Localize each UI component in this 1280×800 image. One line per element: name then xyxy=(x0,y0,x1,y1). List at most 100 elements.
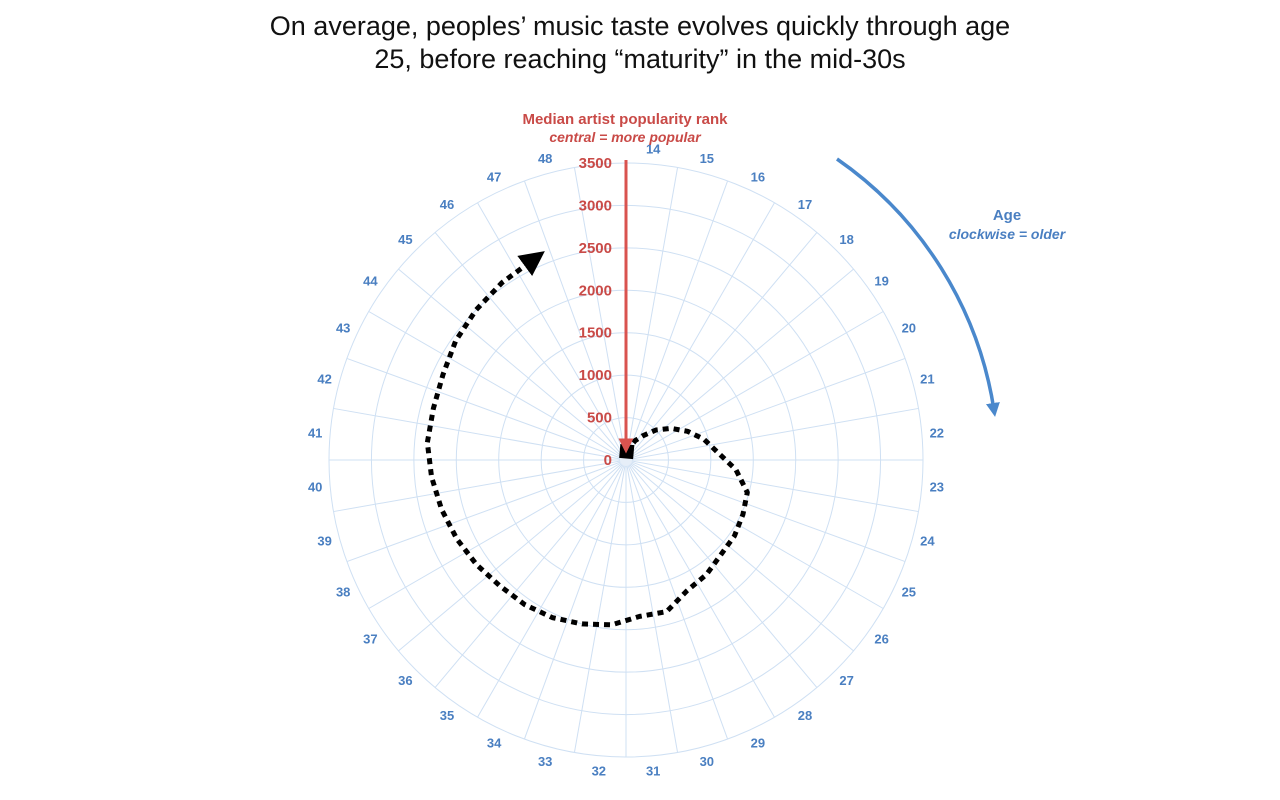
age-tick-label: 34 xyxy=(487,735,502,750)
grid-spoke xyxy=(625,459,679,753)
data-point xyxy=(426,441,428,443)
chart-title: On average, peoples’ music taste evolves… xyxy=(0,10,1280,76)
data-point xyxy=(432,407,434,409)
data-point xyxy=(716,451,718,453)
grid-spoke xyxy=(434,232,627,461)
grid-spoke xyxy=(625,180,729,461)
grid-spoke xyxy=(625,311,884,461)
data-point xyxy=(475,563,477,565)
data-point xyxy=(501,282,503,284)
age-tick-label: 20 xyxy=(902,321,916,336)
radial-tick-label: 500 xyxy=(587,410,612,427)
age-tick-label: 42 xyxy=(317,372,331,387)
age-tick-label: 14 xyxy=(646,142,661,157)
grid-spoke xyxy=(625,202,775,461)
data-point xyxy=(581,623,583,625)
age-tick-label: 19 xyxy=(874,274,888,289)
grid-spoke xyxy=(368,459,627,609)
age-tick-label: 23 xyxy=(930,480,944,495)
grid-spoke xyxy=(625,167,679,461)
axis-labels: Median artist popularity rank central = … xyxy=(522,111,1067,417)
grid-spoke xyxy=(573,459,627,753)
age-tick-label: 17 xyxy=(798,197,812,212)
angular-axis-title: Age xyxy=(993,207,1021,224)
age-tick-label: 45 xyxy=(398,232,412,247)
age-tick-label: 27 xyxy=(839,673,853,688)
data-point xyxy=(655,429,657,431)
age-tick-label: 43 xyxy=(336,321,350,336)
age-tick-label: 41 xyxy=(308,425,322,440)
grid-spoke xyxy=(625,459,818,688)
grid-spoke xyxy=(333,459,627,513)
radial-axis-subtitle: central = more popular xyxy=(549,129,702,145)
grid-spoke xyxy=(477,202,627,461)
radial-tick-label: 3000 xyxy=(579,197,612,214)
grid-spoke xyxy=(346,357,627,461)
radial-tick-label: 2500 xyxy=(579,240,612,257)
data-point xyxy=(703,438,705,440)
data-point xyxy=(686,590,688,592)
age-tick-label: 33 xyxy=(538,754,552,769)
age-tick-label: 22 xyxy=(930,425,944,440)
title-line-1: On average, peoples’ music taste evolves… xyxy=(269,11,1011,41)
age-tick-label: 29 xyxy=(751,735,765,750)
data-point xyxy=(735,468,737,470)
title-line-2: 25, before reaching “maturity” in the mi… xyxy=(374,44,906,74)
clockwise-arrow-icon xyxy=(836,157,1000,417)
radial-axis: 0 500 1000 1500 2000 2500 3000 3500 xyxy=(579,155,634,469)
data-point xyxy=(670,427,672,429)
grid-spoke xyxy=(523,180,627,461)
data-point xyxy=(456,538,458,540)
age-tick-label: 37 xyxy=(363,632,377,647)
age-tick-label: 18 xyxy=(839,232,853,247)
data-point xyxy=(442,373,444,375)
radial-tick-label: 3500 xyxy=(579,155,612,172)
grid-spoke xyxy=(625,459,854,652)
data-point xyxy=(475,309,477,311)
data-point xyxy=(440,508,442,510)
age-tick-label: 32 xyxy=(592,763,606,778)
data-point xyxy=(665,610,667,612)
grid-spoke xyxy=(625,459,884,609)
radial-tick-label: 1500 xyxy=(579,325,612,342)
angular-axis-subtitle: clockwise = older xyxy=(949,226,1067,242)
grid-spoke xyxy=(477,459,627,718)
data-point xyxy=(746,491,748,493)
data-point xyxy=(551,616,553,618)
age-tick-label: 39 xyxy=(317,533,331,548)
radial-axis-title: Median artist popularity rank xyxy=(522,111,728,128)
data-point xyxy=(499,585,501,587)
age-tick-label: 25 xyxy=(902,584,916,599)
radial-tick-label: 2000 xyxy=(579,282,612,299)
grid-spoke xyxy=(625,232,818,461)
age-tick-label: 36 xyxy=(398,673,412,688)
data-point xyxy=(524,603,526,605)
series-start-marker xyxy=(619,443,635,460)
grid-spoke xyxy=(625,407,919,461)
grid-spoke xyxy=(368,311,627,461)
grid-spoke xyxy=(573,167,627,461)
grid-spoke xyxy=(434,459,627,688)
data-point xyxy=(686,430,688,432)
grid-spoke xyxy=(625,268,854,461)
age-tick-label: 28 xyxy=(798,708,812,723)
grid-spoke xyxy=(625,357,906,461)
age-tick-label: 21 xyxy=(920,372,934,387)
data-point xyxy=(733,535,735,537)
age-tick-label: 31 xyxy=(646,763,660,778)
age-tick-label: 48 xyxy=(538,151,552,166)
grid-spoke xyxy=(523,459,627,740)
grid-spoke xyxy=(398,268,627,461)
grid-spoke xyxy=(398,459,627,652)
data-point xyxy=(742,513,744,515)
grid-spoke xyxy=(625,459,919,513)
age-tick-label: 44 xyxy=(363,274,378,289)
data-point xyxy=(532,259,534,261)
age-tick-label: 26 xyxy=(874,632,888,647)
age-tick-label: 15 xyxy=(700,151,714,166)
radial-tick-label: 1000 xyxy=(579,367,612,384)
data-point xyxy=(642,434,644,436)
age-tick-label: 24 xyxy=(920,533,935,548)
grid-spoke xyxy=(625,459,906,563)
